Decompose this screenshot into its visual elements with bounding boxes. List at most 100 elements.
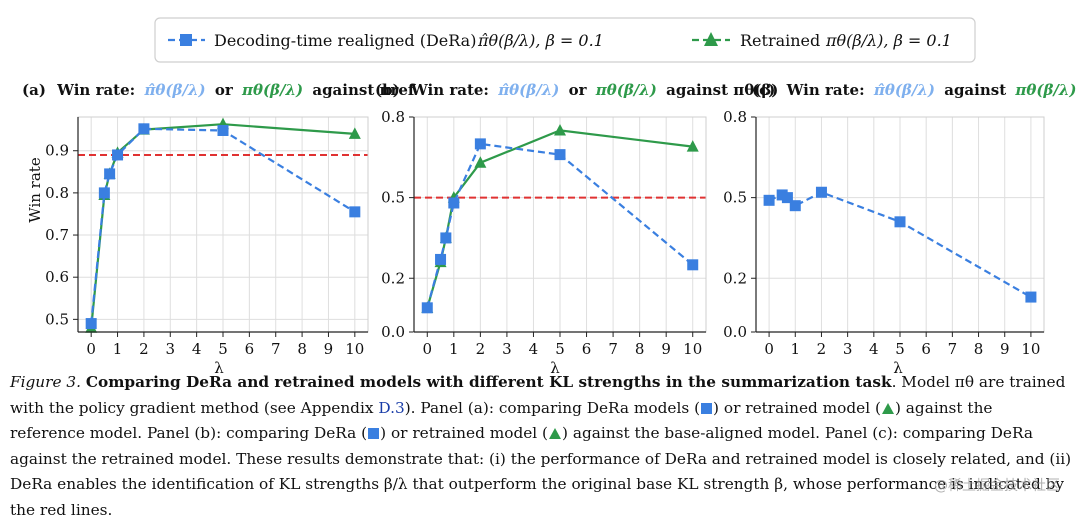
x-tick-label: 5 bbox=[218, 340, 228, 358]
y-tick-label: 0.0 bbox=[723, 323, 747, 341]
legend-retrained-marker bbox=[704, 32, 718, 46]
y-tick-label: 0.8 bbox=[45, 184, 69, 202]
dera-point bbox=[763, 194, 775, 206]
legend-dera-marker bbox=[180, 34, 192, 46]
panel-b-title: (b) Win rate: π̂θ(β/λ) or πθ(β/λ) agains… bbox=[375, 81, 778, 99]
dera-point bbox=[85, 318, 97, 330]
x-tick-label: 2 bbox=[139, 340, 149, 358]
x-tick-label: 2 bbox=[817, 340, 827, 358]
x-tick-label: 0 bbox=[86, 340, 96, 358]
dera-point bbox=[474, 138, 486, 150]
dera-point bbox=[440, 232, 452, 244]
x-tick-label: 7 bbox=[608, 340, 618, 358]
y-tick-label: 0.5 bbox=[723, 189, 747, 207]
dera-square-icon bbox=[368, 428, 380, 439]
legend-dera-label: Decoding-time realigned (DeRa) bbox=[214, 31, 476, 50]
dera-point bbox=[448, 197, 460, 209]
retrained-point bbox=[348, 127, 361, 139]
y-tick-label: 0.7 bbox=[45, 226, 69, 244]
x-tick-label: 7 bbox=[271, 340, 281, 358]
y-tick-label: 0.5 bbox=[45, 310, 69, 328]
retrained-triangle-icon bbox=[881, 402, 894, 414]
dera-point bbox=[781, 192, 793, 204]
dera-point bbox=[687, 259, 699, 271]
watermark: @稀土掘金技术社区 bbox=[934, 478, 1060, 494]
panel-c-plot: 0 1 2 3 4 5 6 7 8 9 10 0.0 0.2 0.5 0.8 bbox=[723, 108, 1045, 358]
x-tick-label: 1 bbox=[790, 340, 800, 358]
x-tick-label: 10 bbox=[1021, 340, 1040, 358]
x-tick-label: 8 bbox=[297, 340, 307, 358]
x-tick-label: 4 bbox=[192, 340, 202, 358]
x-tick-label: 2 bbox=[476, 340, 486, 358]
panel-a-title: (a) Win rate: π̂θ(β/λ) or πθ(β/λ) agains… bbox=[22, 81, 416, 99]
figure-canvas: Decoding-time realigned (DeRa) π̂θ(β/λ),… bbox=[22, 17, 1077, 375]
x-tick-label: 3 bbox=[843, 340, 853, 358]
y-tick-label: 0.8 bbox=[723, 108, 747, 126]
x-tick-label: 8 bbox=[635, 340, 645, 358]
dera-point bbox=[789, 200, 801, 212]
dera-point bbox=[112, 149, 124, 161]
caption-text-5: ) or retrained model ( bbox=[380, 424, 549, 442]
dera-square-icon bbox=[701, 402, 713, 414]
panel-a-plot: 0 1 2 3 4 5 6 7 8 9 10 0.5 0.6 0.7 0.8 0.9 bbox=[45, 116, 369, 358]
x-tick-label: 1 bbox=[113, 340, 123, 358]
y-tick-label: 0.8 bbox=[381, 108, 405, 126]
dera-point bbox=[554, 149, 566, 161]
dera-point bbox=[421, 302, 433, 314]
x-tick-label: 4 bbox=[529, 340, 539, 358]
appendix-link[interactable]: D.3 bbox=[378, 398, 405, 417]
panel-c-title: (c) Win rate: π̂θ(β/λ) against πθ(β/λ) bbox=[752, 81, 1077, 99]
panel-b-xlabel: λ bbox=[550, 359, 560, 375]
dera-point bbox=[98, 187, 110, 199]
legend: Decoding-time realigned (DeRa) π̂θ(β/λ),… bbox=[154, 17, 976, 63]
caption-text-1: . Model πθ are trained with the policy g… bbox=[10, 373, 1066, 417]
dera-point bbox=[1025, 291, 1037, 303]
x-tick-label: 10 bbox=[683, 340, 702, 358]
x-tick-label: 0 bbox=[764, 340, 774, 358]
dera-point bbox=[894, 216, 906, 228]
panel-a-xlabel: λ bbox=[214, 359, 224, 375]
x-tick-label: 1 bbox=[449, 340, 459, 358]
legend-retrained-math: πθ(β/λ), β = 0.1 bbox=[825, 31, 952, 50]
retrained-point bbox=[474, 156, 487, 168]
dera-point bbox=[349, 206, 361, 218]
y-tick-label: 0.2 bbox=[381, 269, 405, 287]
x-tick-label: 6 bbox=[921, 340, 931, 358]
dera-point bbox=[138, 123, 150, 135]
x-tick-label: 9 bbox=[661, 340, 671, 358]
panel-a-ylabel: Win rate bbox=[26, 157, 44, 223]
x-tick-label: 9 bbox=[1000, 340, 1010, 358]
x-tick-label: 5 bbox=[895, 340, 905, 358]
x-tick-label: 8 bbox=[974, 340, 984, 358]
dera-point bbox=[104, 168, 116, 180]
retrained-triangle-icon bbox=[549, 428, 562, 439]
y-tick-label: 0.6 bbox=[45, 268, 69, 286]
caption-text-3: ) or retrained model ( bbox=[713, 398, 881, 417]
x-tick-label: 10 bbox=[345, 340, 364, 358]
caption-text-2: ). Panel (a): comparing DeRa models ( bbox=[404, 398, 701, 417]
retrained-point bbox=[686, 140, 699, 152]
panel-b-plot: 0 1 2 3 4 5 6 7 8 9 10 0.0 0.2 0.5 0.8 bbox=[381, 108, 707, 358]
panel-a: (a) Win rate: π̂θ(β/λ) or πθ(β/λ) agains… bbox=[22, 81, 416, 375]
x-tick-label: 6 bbox=[245, 340, 255, 358]
x-tick-label: 3 bbox=[502, 340, 512, 358]
legend-retrained-label: Retrained bbox=[740, 31, 820, 50]
retrained-point bbox=[554, 123, 566, 136]
y-tick-label: 0.9 bbox=[45, 142, 69, 160]
x-tick-label: 6 bbox=[582, 340, 592, 358]
x-tick-label: 7 bbox=[948, 340, 958, 358]
caption-title: Comparing DeRa and retrained models with… bbox=[85, 373, 892, 391]
caption-text-4: ) against the reference model. Panel (b)… bbox=[10, 398, 993, 443]
legend-dera-math: π̂θ(β/λ), β = 0.1 bbox=[477, 31, 604, 50]
x-tick-label: 9 bbox=[324, 340, 334, 358]
x-tick-label: 3 bbox=[165, 340, 175, 358]
x-tick-label: 5 bbox=[555, 340, 565, 358]
y-tick-label: 0.0 bbox=[381, 323, 405, 341]
dera-point bbox=[815, 186, 827, 198]
figure-caption: Figure 3. Comparing DeRa and retrained m… bbox=[10, 370, 1072, 523]
y-tick-label: 0.2 bbox=[723, 269, 747, 287]
caption-text-6: ) against the base-aligned model. Panel … bbox=[10, 424, 1072, 519]
y-tick-label: 0.5 bbox=[381, 189, 405, 207]
x-tick-label: 0 bbox=[422, 340, 432, 358]
panel-b: (b) Win rate: π̂θ(β/λ) or πθ(β/λ) agains… bbox=[375, 81, 778, 375]
